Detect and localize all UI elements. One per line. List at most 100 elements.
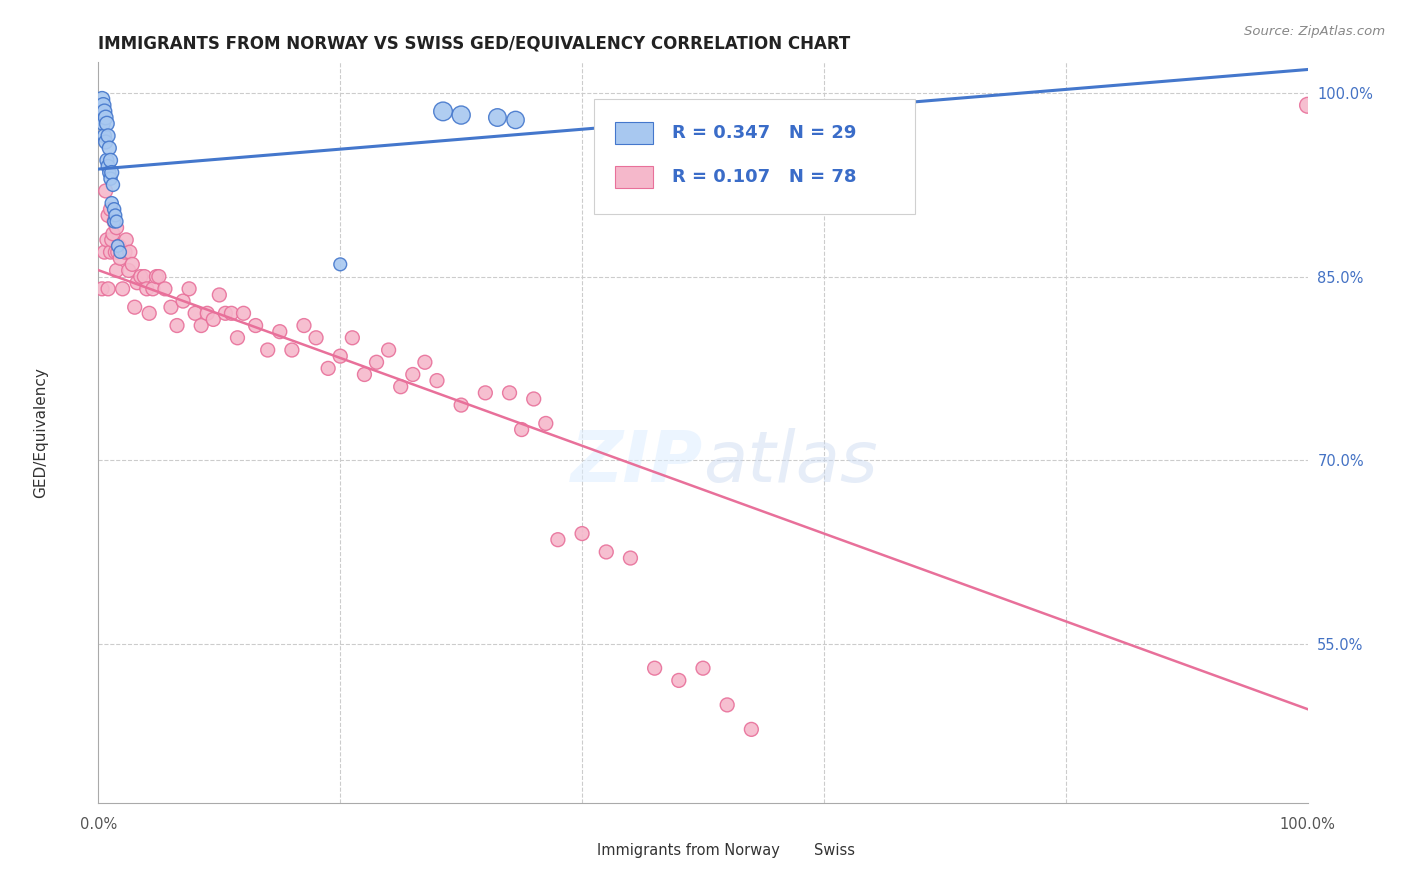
Point xyxy=(96,117,118,131)
Point xyxy=(94,111,117,125)
Text: R = 0.107   N = 78: R = 0.107 N = 78 xyxy=(672,169,856,186)
Point xyxy=(692,661,714,675)
Point xyxy=(96,153,118,168)
Point xyxy=(353,368,375,382)
Text: IMMIGRANTS FROM NORWAY VS SWISS GED/EQUIVALENCY CORRELATION CHART: IMMIGRANTS FROM NORWAY VS SWISS GED/EQUI… xyxy=(98,35,851,53)
FancyBboxPatch shape xyxy=(595,99,915,214)
Point xyxy=(226,331,249,345)
Text: GED/Equivalency: GED/Equivalency xyxy=(32,368,48,498)
Point xyxy=(91,117,114,131)
Point xyxy=(145,269,167,284)
Point xyxy=(450,108,472,122)
Point xyxy=(214,306,236,320)
Point xyxy=(100,202,122,217)
Point xyxy=(105,214,128,228)
Text: 0.0%: 0.0% xyxy=(80,817,117,832)
Point xyxy=(93,104,115,119)
Point xyxy=(108,239,131,253)
Point xyxy=(166,318,188,333)
Point xyxy=(571,526,593,541)
Point xyxy=(103,202,125,217)
Point xyxy=(534,417,557,431)
Point xyxy=(281,343,304,357)
Point xyxy=(97,160,120,174)
Point xyxy=(100,171,122,186)
Point xyxy=(118,245,141,260)
Point xyxy=(256,343,278,357)
Text: atlas: atlas xyxy=(703,428,877,497)
FancyBboxPatch shape xyxy=(614,166,654,188)
FancyBboxPatch shape xyxy=(540,844,586,866)
Point xyxy=(127,276,149,290)
Text: 100.0%: 100.0% xyxy=(1279,817,1336,832)
Point xyxy=(486,111,509,125)
Point xyxy=(100,196,122,211)
Point xyxy=(142,282,165,296)
Point xyxy=(377,343,399,357)
Point xyxy=(108,252,131,266)
Point xyxy=(740,723,762,737)
Point xyxy=(505,112,527,127)
Point xyxy=(498,385,520,400)
Point xyxy=(269,325,291,339)
Point xyxy=(91,98,114,112)
Point xyxy=(195,306,218,320)
Point xyxy=(329,257,352,271)
Point xyxy=(100,233,122,247)
Point xyxy=(91,282,114,296)
Point xyxy=(97,208,120,222)
Point xyxy=(202,312,225,326)
Point xyxy=(523,392,546,406)
Point xyxy=(1296,98,1319,112)
Point xyxy=(190,318,212,333)
Text: Immigrants from Norway: Immigrants from Norway xyxy=(596,843,779,858)
Point xyxy=(97,282,120,296)
Point xyxy=(245,318,267,333)
Point xyxy=(100,165,122,179)
Point xyxy=(97,128,120,143)
Point xyxy=(91,92,114,106)
Point xyxy=(138,306,160,320)
Point xyxy=(389,380,412,394)
Point xyxy=(134,269,156,284)
Point xyxy=(184,306,207,320)
Text: ZIP: ZIP xyxy=(571,428,703,497)
FancyBboxPatch shape xyxy=(758,844,803,866)
FancyBboxPatch shape xyxy=(614,121,654,144)
Point xyxy=(148,269,170,284)
Point xyxy=(94,135,117,149)
Point xyxy=(98,165,121,179)
Point xyxy=(366,355,388,369)
Point xyxy=(316,361,339,376)
Point xyxy=(179,282,201,296)
Point xyxy=(595,545,617,559)
Point xyxy=(107,245,129,260)
Point xyxy=(124,300,146,314)
Point xyxy=(108,245,131,260)
Point xyxy=(450,398,472,412)
Text: Swiss: Swiss xyxy=(814,843,855,858)
Point xyxy=(118,263,141,277)
Point xyxy=(121,257,143,271)
Point xyxy=(619,551,641,566)
Point xyxy=(114,245,136,260)
Point xyxy=(100,245,122,260)
Point xyxy=(160,300,183,314)
Point xyxy=(103,214,125,228)
Point xyxy=(432,104,454,119)
Text: Source: ZipAtlas.com: Source: ZipAtlas.com xyxy=(1244,25,1385,38)
Point xyxy=(104,245,127,260)
Point xyxy=(172,294,194,309)
Point xyxy=(93,128,115,143)
Point xyxy=(94,184,117,198)
Point xyxy=(668,673,690,688)
Point xyxy=(101,178,124,192)
Point xyxy=(474,385,496,400)
Point xyxy=(644,661,666,675)
Point xyxy=(221,306,243,320)
Point xyxy=(426,374,449,388)
Point xyxy=(96,233,118,247)
Point xyxy=(111,282,134,296)
Point xyxy=(402,368,425,382)
Point xyxy=(208,288,231,302)
